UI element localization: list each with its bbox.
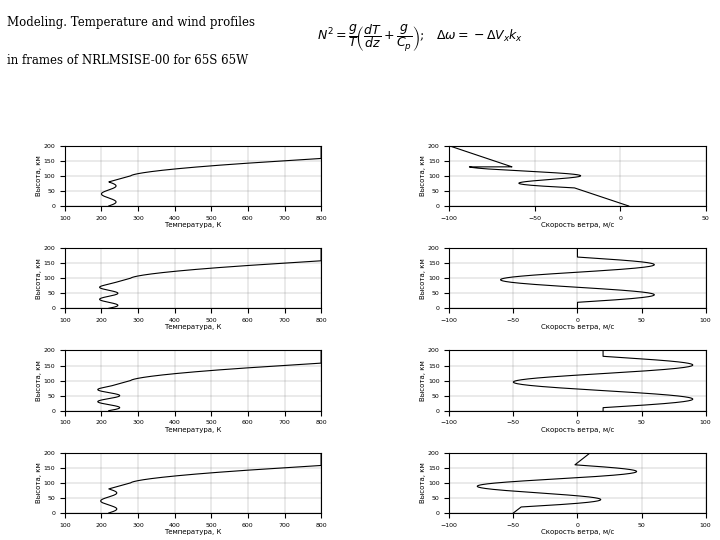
Y-axis label: Высота, км: Высота, км	[36, 463, 42, 503]
Y-axis label: Высота, км: Высота, км	[36, 156, 42, 196]
Text: in frames of NRLMSISE-00 for 65S 65W: in frames of NRLMSISE-00 for 65S 65W	[7, 54, 248, 67]
Y-axis label: Высота, км: Высота, км	[420, 360, 426, 401]
X-axis label: Температура, К: Температура, К	[164, 222, 222, 228]
Text: Modeling. Temperature and wind profiles: Modeling. Temperature and wind profiles	[7, 16, 255, 29]
X-axis label: Температура, К: Температура, К	[164, 427, 222, 433]
Y-axis label: Высота, км: Высота, км	[420, 156, 426, 196]
Y-axis label: Высота, км: Высота, км	[36, 258, 42, 299]
X-axis label: Скорость ветра, м/с: Скорость ветра, м/с	[541, 325, 614, 330]
Y-axis label: Высота, км: Высота, км	[420, 463, 426, 503]
Y-axis label: Высота, км: Высота, км	[36, 360, 42, 401]
X-axis label: Скорость ветра, м/с: Скорость ветра, м/с	[541, 529, 614, 535]
X-axis label: Температура, К: Температура, К	[164, 325, 222, 330]
X-axis label: Скорость ветра, м/с: Скорость ветра, м/с	[541, 222, 614, 228]
X-axis label: Скорость ветра, м/с: Скорость ветра, м/с	[541, 427, 614, 433]
Text: $N^2 = \dfrac{g}{T}\!\left(\dfrac{dT}{dz}+\dfrac{g}{C_p}\right)$;$\quad\Delta\om: $N^2 = \dfrac{g}{T}\!\left(\dfrac{dT}{dz…	[317, 22, 523, 53]
Y-axis label: Высота, км: Высота, км	[420, 258, 426, 299]
X-axis label: Температура, К: Температура, К	[164, 529, 222, 535]
